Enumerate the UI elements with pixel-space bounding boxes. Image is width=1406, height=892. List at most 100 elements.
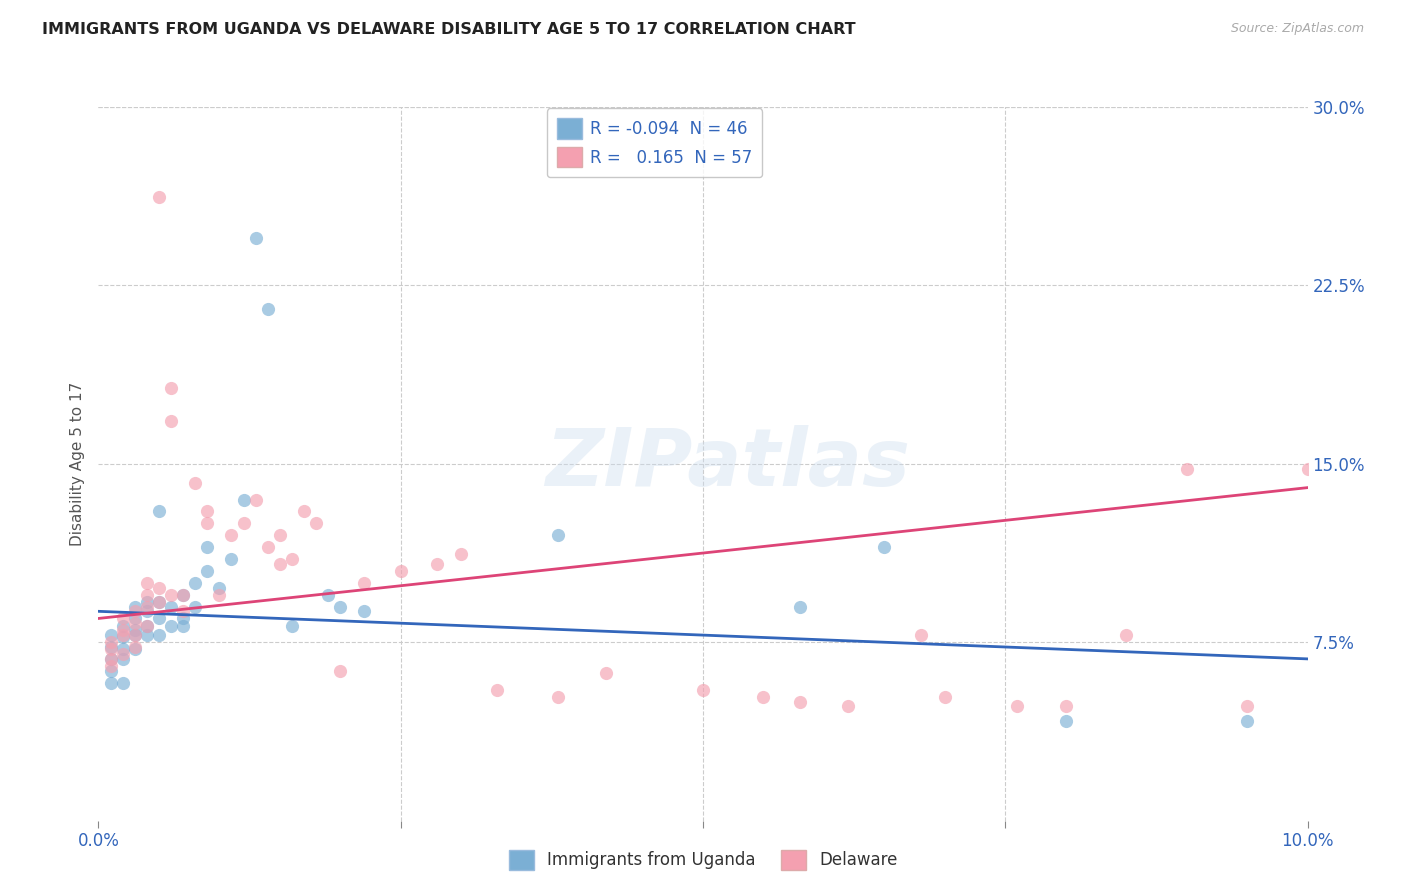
Point [160,381,183,395]
Text: IMMIGRANTS FROM UGANDA VS DELAWARE DISABILITY AGE 5 TO 17 CORRELATION CHART: IMMIGRANTS FROM UGANDA VS DELAWARE DISAB… [42,22,856,37]
Point [789,695,811,709]
Point [124,642,146,657]
Y-axis label: Disability Age 5 to 17: Disability Age 5 to 17 [69,382,84,546]
Point [789,599,811,614]
Point [1054,699,1077,714]
Point [692,682,714,697]
Point [221,552,243,566]
Point [1175,461,1198,475]
Point [111,642,134,657]
Point [172,588,194,602]
Point [148,595,170,609]
Point [135,595,157,609]
Point [100,652,122,666]
Point [245,231,267,245]
Point [124,611,146,625]
Point [124,624,146,638]
Point [281,552,304,566]
Point [100,642,122,657]
Point [256,302,278,317]
Point [135,618,157,632]
Point [353,575,375,590]
Point [873,540,896,554]
Point [595,666,617,681]
Point [124,628,146,642]
Point [124,616,146,631]
Point [269,557,291,571]
Point [450,547,472,561]
Point [305,516,328,531]
Point [353,604,375,618]
Point [269,528,291,542]
Point [160,588,183,602]
Point [172,618,194,632]
Point [135,628,157,642]
Point [245,492,267,507]
Point [329,664,352,678]
Point [100,652,122,666]
Point [111,628,134,642]
Text: Source: ZipAtlas.com: Source: ZipAtlas.com [1230,22,1364,36]
Point [1115,628,1137,642]
Point [232,492,254,507]
Point [837,699,859,714]
Point [135,618,157,632]
Point [160,414,183,428]
Point [172,604,194,618]
Point [100,659,122,673]
Point [195,564,218,578]
Point [124,628,146,642]
Point [195,540,218,554]
Point [329,599,352,614]
Point [281,618,304,632]
Point [135,599,157,614]
Point [389,564,412,578]
Point [148,611,170,625]
Point [100,628,122,642]
Point [124,640,146,654]
Point [172,611,194,625]
Point [111,652,134,666]
Point [111,624,134,638]
Point [100,635,122,649]
Point [195,516,218,531]
Point [111,611,134,625]
Point [148,504,170,518]
Point [184,599,207,614]
Point [172,588,194,602]
Point [1054,714,1077,728]
Legend: Immigrants from Uganda, Delaware: Immigrants from Uganda, Delaware [502,843,904,877]
Point [148,581,170,595]
Point [1296,461,1319,475]
Point [486,682,509,697]
Point [292,504,315,518]
Point [195,504,218,518]
Point [100,664,122,678]
Point [100,640,122,654]
Point [111,675,134,690]
Point [208,581,231,595]
Point [184,475,207,490]
Point [256,540,278,554]
Point [148,628,170,642]
Point [934,690,956,704]
Point [148,190,170,204]
Point [124,604,146,618]
Point [1236,714,1258,728]
Point [148,595,170,609]
Point [316,588,339,602]
Text: ZIPatlas: ZIPatlas [544,425,910,503]
Point [1236,699,1258,714]
Point [910,628,932,642]
Point [111,618,134,632]
Point [135,575,157,590]
Point [111,647,134,661]
Point [135,588,157,602]
Point [135,604,157,618]
Point [232,516,254,531]
Point [1007,699,1029,714]
Point [208,588,231,602]
Point [111,631,134,645]
Point [100,675,122,690]
Point [124,599,146,614]
